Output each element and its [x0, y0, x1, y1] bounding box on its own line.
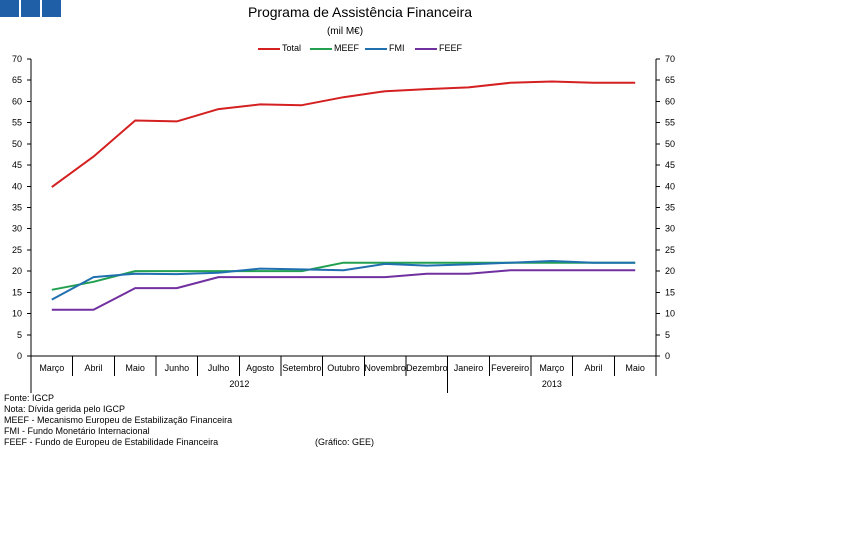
x-tick-label: Junho — [165, 363, 190, 373]
chart-subtitle: (mil M€) — [326, 26, 364, 37]
y-tick-label-right: 65 — [665, 75, 675, 85]
y-tick-label-left: 25 — [12, 245, 22, 255]
note-line: FEEF - Fundo de Europeu de Estabilidade … — [4, 437, 219, 447]
x-tick-label: Fevereiro — [491, 363, 529, 373]
y-tick-label-left: 60 — [12, 96, 22, 106]
logo-block — [0, 0, 19, 17]
y-tick-label-left: 45 — [12, 160, 22, 170]
y-tick-label-left: 20 — [12, 266, 22, 276]
note-line: Nota: Dívida gerida pelo IGCP — [4, 404, 126, 414]
y-tick-label-left: 15 — [12, 287, 22, 297]
x-tick-label: Março — [539, 363, 564, 373]
series-line-meef — [51, 261, 636, 291]
x-tick-label: Abril — [84, 363, 102, 373]
y-tick-label-left: 40 — [12, 181, 22, 191]
y-tick-label-right: 30 — [665, 224, 675, 234]
series-line-fmi — [51, 260, 636, 301]
y-tick-label-left: 35 — [12, 203, 22, 213]
x-tick-label: Julho — [208, 363, 230, 373]
chart-title: Programa de Assistência Financeira — [247, 4, 473, 20]
y-tick-label-right: 50 — [665, 139, 675, 149]
y-tick-label-left: 70 — [12, 54, 22, 64]
logo-block — [42, 0, 61, 17]
series-line-total — [51, 80, 636, 188]
y-tick-label-left: 10 — [12, 309, 22, 319]
series-line-feef — [51, 269, 636, 311]
y-tick-label-right: 40 — [665, 181, 675, 191]
y-tick-label-right: 15 — [665, 287, 675, 297]
y-tick-label-right: 5 — [665, 330, 670, 340]
x-tick-label: Agosto — [246, 363, 274, 373]
note-line: MEEF - Mecanismo Europeu de Estabilizaçã… — [4, 415, 233, 425]
legend-swatch — [365, 48, 387, 50]
x-tick-label: Janeiro — [454, 363, 484, 373]
year-label: 2012 — [229, 379, 249, 389]
y-tick-label-right: 70 — [665, 54, 675, 64]
year-label: 2013 — [542, 379, 562, 389]
y-tick-label-right: 45 — [665, 160, 675, 170]
note-line: FMI - Fundo Monetário Internacional — [4, 426, 150, 436]
x-tick-label: Maio — [625, 363, 645, 373]
x-tick-label: Novembro — [364, 363, 406, 373]
legend-label: FEEF — [439, 43, 463, 53]
y-tick-label-right: 20 — [665, 266, 675, 276]
legend-swatch — [258, 48, 280, 50]
y-tick-label-right: 35 — [665, 203, 675, 213]
legend-label: Total — [282, 43, 302, 53]
x-tick-label: Março — [39, 363, 64, 373]
y-tick-label-right: 0 — [665, 351, 670, 361]
note-line: Fonte: IGCP — [4, 393, 55, 403]
x-tick-label: Setembro — [282, 363, 321, 373]
y-tick-label-left: 55 — [12, 118, 22, 128]
chart-credit: (Gráfico: GEE) — [315, 437, 375, 447]
legend-label: MEEF — [334, 43, 360, 53]
y-tick-label-left: 5 — [17, 330, 22, 340]
y-tick-label-right: 55 — [665, 118, 675, 128]
legend-swatch — [310, 48, 332, 50]
y-tick-label-left: 50 — [12, 139, 22, 149]
y-tick-label-left: 30 — [12, 224, 22, 234]
x-tick-label: Maio — [125, 363, 145, 373]
y-tick-label-left: 0 — [17, 351, 22, 361]
y-tick-label-left: 65 — [12, 75, 22, 85]
y-tick-label-right: 10 — [665, 309, 675, 319]
y-tick-label-right: 25 — [665, 245, 675, 255]
y-tick-label-right: 60 — [665, 96, 675, 106]
x-tick-label: Dezembro — [406, 363, 448, 373]
x-tick-label: Abril — [584, 363, 602, 373]
logo-block — [21, 0, 40, 17]
x-tick-label: Outubro — [327, 363, 360, 373]
legend-label: FMI — [389, 43, 405, 53]
notes: Fonte: IGCP Nota: Dívida gerida pelo IGC… — [4, 393, 232, 448]
legend-swatch — [415, 48, 437, 50]
